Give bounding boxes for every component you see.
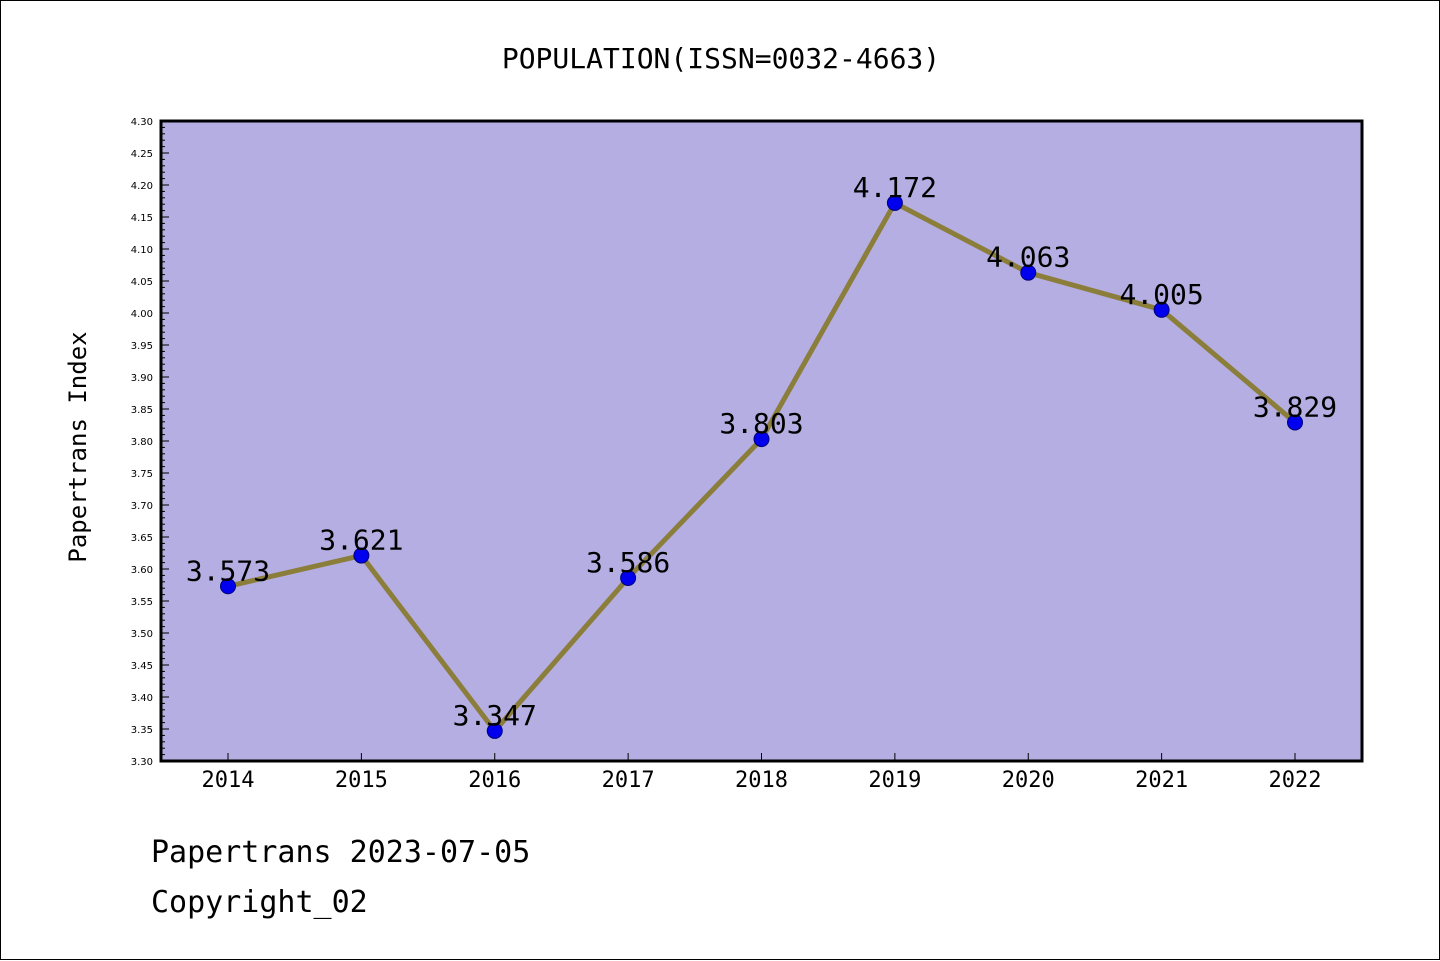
y-tick-label: 4.05 xyxy=(131,277,153,288)
y-tick-label: 4.10 xyxy=(131,245,153,256)
x-tick-label: 2020 xyxy=(1002,768,1055,793)
data-labels: 3.573 3.621 3.347 3.586 3.803 4.172 4.063 4.005… xyxy=(186,171,1337,732)
data-point xyxy=(353,547,370,564)
x-tick-label: 2018 xyxy=(735,768,788,793)
y-tick-label: 3.90 xyxy=(131,373,153,384)
y-tick-label: 3.60 xyxy=(131,565,153,576)
y-axis: 3.30 3.35 3.40 3.45 3.50 3.55 3.60 3.65 3.70 3.75… xyxy=(131,117,169,768)
data-label: 3.829 xyxy=(1253,390,1337,423)
y-tick-label: 3.95 xyxy=(131,341,153,352)
y-tick-label: 3.45 xyxy=(131,661,153,672)
data-point xyxy=(486,722,503,739)
chart-title: POPULATION(ISSN=0032-4663) xyxy=(502,42,940,75)
y-tick-label: 3.55 xyxy=(131,597,153,608)
x-axis: 2014 2015 2016 2017 2018 2019 2020 2021 2022 xyxy=(202,753,1322,793)
y-tick-label: 4.30 xyxy=(131,117,153,128)
data-point xyxy=(1020,264,1037,281)
y-tick-label: 3.80 xyxy=(131,437,153,448)
y-tick-label: 3.40 xyxy=(131,693,153,704)
y-tick-label: 3.70 xyxy=(131,501,153,512)
footer-copyright: Copyright_02 xyxy=(151,885,368,920)
y-tick-label: 3.85 xyxy=(131,405,153,416)
x-tick-label: 2021 xyxy=(1135,768,1188,793)
y-tick-label: 3.35 xyxy=(131,725,153,736)
data-label: 3.573 xyxy=(186,554,270,587)
data-label: 4.172 xyxy=(853,171,937,204)
y-tick-label: 4.00 xyxy=(131,309,153,320)
data-point xyxy=(620,569,637,586)
data-label: 3.621 xyxy=(319,524,403,557)
footer-date: Papertrans 2023-07-05 xyxy=(151,835,531,870)
x-tick-label: 2017 xyxy=(602,768,655,793)
data-point xyxy=(886,194,903,211)
plot-border xyxy=(159,119,1364,763)
data-label: 3.803 xyxy=(719,407,803,440)
data-point xyxy=(1287,414,1303,431)
data-point xyxy=(753,431,770,448)
data-point xyxy=(1153,301,1170,318)
y-tick-label: 4.20 xyxy=(131,181,153,192)
x-tick-label: 2014 xyxy=(202,768,255,793)
data-label: 3.586 xyxy=(586,546,670,579)
x-tick-label: 2016 xyxy=(468,768,521,793)
y-tick-label: 4.15 xyxy=(131,213,153,224)
x-tick-label: 2019 xyxy=(868,768,921,793)
y-tick-label: 3.30 xyxy=(131,757,153,768)
y-tick-label: 4.25 xyxy=(131,149,153,160)
x-tick-label: 2022 xyxy=(1269,768,1322,793)
data-label: 4.063 xyxy=(986,241,1070,274)
data-point xyxy=(220,578,236,595)
data-label: 4.005 xyxy=(1119,278,1203,311)
y-tick-label: 3.75 xyxy=(131,469,153,480)
series-markers xyxy=(220,194,1303,739)
y-tick-label: 3.65 xyxy=(131,533,153,544)
data-label: 3.347 xyxy=(453,699,537,732)
x-tick-label: 2015 xyxy=(335,768,388,793)
y-axis-label: Papertrans Index xyxy=(64,331,92,562)
y-tick-label: 3.50 xyxy=(131,629,153,640)
